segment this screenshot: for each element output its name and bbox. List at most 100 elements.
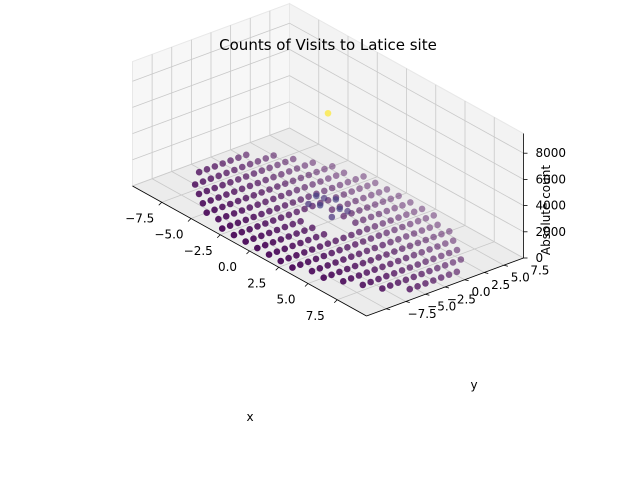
data-point xyxy=(348,188,356,195)
data-point xyxy=(340,169,348,177)
data-point xyxy=(360,194,367,202)
y-tick-label: −7.5 xyxy=(408,307,437,321)
data-point xyxy=(305,236,312,244)
data-point xyxy=(258,189,265,196)
data-point xyxy=(277,192,285,200)
data-point xyxy=(242,216,250,224)
data-point xyxy=(371,201,379,208)
data-point xyxy=(344,200,352,208)
grid-line-x-floor xyxy=(278,208,436,268)
data-point xyxy=(324,109,332,117)
data-point xyxy=(254,244,261,252)
data-point xyxy=(441,262,449,269)
data-point xyxy=(437,274,445,281)
data-point xyxy=(320,274,328,282)
data-point xyxy=(434,243,441,250)
data-point xyxy=(391,248,398,255)
data-point xyxy=(422,215,430,222)
data-point xyxy=(336,246,343,254)
data-point xyxy=(223,191,230,198)
data-point xyxy=(250,213,257,221)
data-point xyxy=(367,235,375,242)
data-point xyxy=(375,189,383,196)
x-tick xyxy=(333,299,338,304)
data-point xyxy=(277,257,285,265)
data-point xyxy=(211,163,219,170)
grid-line-z xyxy=(132,101,290,161)
data-point xyxy=(371,179,379,187)
data-point xyxy=(266,186,273,193)
data-point xyxy=(289,220,297,228)
data-point xyxy=(305,193,312,200)
data-point xyxy=(387,195,395,203)
data-point xyxy=(238,228,246,236)
data-point xyxy=(211,184,218,192)
chart-title: Counts of Visits to Latice site xyxy=(219,36,437,54)
x-tick xyxy=(187,218,192,222)
data-point xyxy=(360,173,367,180)
data-point xyxy=(430,233,437,241)
data-point xyxy=(414,217,422,225)
data-point xyxy=(371,244,379,252)
grid-line-z xyxy=(289,75,524,206)
y-tick xyxy=(464,279,469,282)
data-point xyxy=(258,210,265,218)
z-tick-label: 0 xyxy=(536,251,544,265)
data-point xyxy=(234,176,242,183)
x-tick xyxy=(304,283,309,287)
data-point xyxy=(355,228,363,236)
data-point xyxy=(422,280,429,287)
data-point xyxy=(262,220,269,227)
data-point xyxy=(227,157,234,164)
data-point xyxy=(246,204,254,211)
data-point xyxy=(273,205,281,212)
data-point xyxy=(266,164,273,172)
y-tick-label: −5.0 xyxy=(427,300,456,314)
data-point xyxy=(320,231,328,238)
data-point xyxy=(355,272,363,279)
data-point xyxy=(418,227,426,234)
data-point xyxy=(449,237,457,244)
data-point xyxy=(301,184,309,191)
data-point xyxy=(238,185,246,193)
data-point xyxy=(399,223,406,231)
z-tick-label: 4000 xyxy=(536,199,567,213)
data-point xyxy=(332,172,340,179)
data-point xyxy=(226,200,234,208)
data-point xyxy=(215,172,222,180)
data-point xyxy=(328,206,336,213)
data-point xyxy=(273,248,281,255)
data-point xyxy=(383,207,391,215)
data-point xyxy=(410,273,418,281)
data-point xyxy=(336,181,344,189)
data-point xyxy=(297,174,305,182)
data-point xyxy=(426,246,433,253)
x-axis-label: x xyxy=(246,410,253,424)
data-point xyxy=(301,249,308,256)
data-point xyxy=(195,168,203,176)
x-tick-label: 7.5 xyxy=(306,309,325,323)
data-point xyxy=(305,171,313,179)
data-point xyxy=(274,183,281,190)
data-point xyxy=(379,263,386,271)
data-point xyxy=(430,212,438,219)
data-point xyxy=(207,175,215,182)
grid-line-y-floor xyxy=(269,134,505,266)
data-point xyxy=(332,196,340,203)
data-point xyxy=(347,253,355,260)
data-point xyxy=(277,214,285,221)
data-point xyxy=(340,191,348,198)
data-point xyxy=(344,244,351,251)
data-point xyxy=(418,249,426,256)
data-point xyxy=(343,265,351,273)
data-point xyxy=(457,256,465,263)
data-point xyxy=(352,176,360,183)
y-tick xyxy=(386,308,391,311)
data-point xyxy=(442,240,449,247)
data-point xyxy=(289,199,297,206)
data-point xyxy=(422,258,429,266)
x-tick-label: 2.5 xyxy=(247,276,266,290)
data-point xyxy=(238,207,246,214)
data-point xyxy=(308,267,316,275)
data-point xyxy=(340,256,347,263)
